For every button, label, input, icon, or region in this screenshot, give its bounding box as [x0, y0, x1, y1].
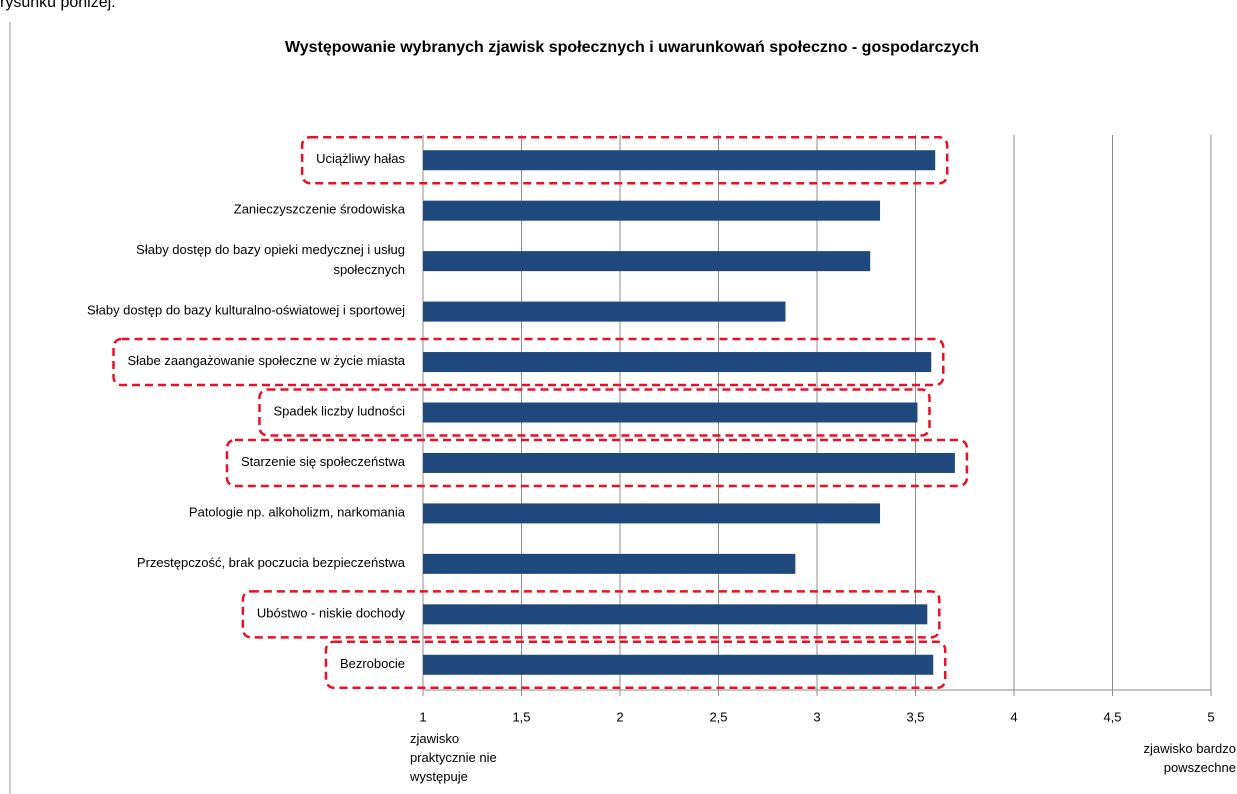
- x-tick-label: 1: [419, 709, 426, 724]
- y-tick-label: Patologie np. alkoholizm, narkomania: [189, 505, 406, 520]
- y-tick-label: Uciążliwy hałas: [316, 152, 405, 167]
- x-tick-label: 3,5: [906, 709, 924, 724]
- x-tick-label: 4,5: [1103, 709, 1121, 724]
- x-tick-label: 2: [616, 709, 623, 724]
- highlight-box: [258, 388, 931, 437]
- y-tick-label: Słabe zaangażowanie społeczne w życie mi…: [128, 353, 406, 368]
- bar: [423, 553, 796, 574]
- highlight-box: [324, 640, 947, 690]
- bar: [423, 402, 918, 423]
- chart-title: Występowanie wybranych zjawisk społeczny…: [285, 39, 979, 56]
- bar: [423, 251, 871, 272]
- bar: [423, 150, 936, 171]
- page-text: rysunku poniżej.: [0, 0, 116, 11]
- x-tick-label: 1,5: [512, 709, 530, 724]
- y-tick-label: Starzenie się społeczeństwa: [241, 454, 406, 469]
- bar: [423, 503, 881, 524]
- bar: [423, 654, 934, 675]
- y-tick-label: Słaby dostęp do bazy opieki medycznej i …: [136, 243, 405, 278]
- x-tick-label: 4: [1010, 709, 1017, 724]
- bar: [423, 452, 955, 473]
- bar: [423, 352, 932, 373]
- highlight-box: [112, 337, 945, 387]
- y-tick-label: Spadek liczby ludności: [273, 404, 405, 419]
- x-tick-label: 5: [1207, 709, 1214, 724]
- annotation: zjawisko bardzo powszechne: [1144, 741, 1237, 775]
- highlight-box: [241, 590, 941, 639]
- bar: [423, 301, 786, 322]
- x-tick-label: 2,5: [709, 709, 727, 724]
- bar: [423, 200, 881, 221]
- bar: [423, 604, 928, 625]
- highlight-box: [300, 135, 949, 185]
- y-tick-label: Ubóstwo - niskie dochody: [257, 606, 406, 621]
- y-tick-label: Słaby dostęp do bazy kulturalno-oświatow…: [87, 303, 405, 318]
- annotation: zjawisko praktycznie nie występuje: [409, 731, 497, 784]
- y-tick-label: Bezrobocie: [340, 656, 405, 671]
- y-tick-label: Przestępczość, brak poczucia bezpieczeńs…: [137, 555, 406, 570]
- x-tick-label: 3: [813, 709, 820, 724]
- y-tick-label: Zanieczyszczenie środowiska: [234, 202, 406, 217]
